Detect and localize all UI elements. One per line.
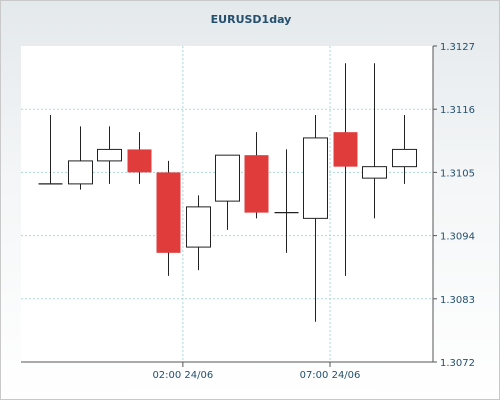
candle-body xyxy=(186,206,211,248)
candle-body xyxy=(68,160,93,185)
candle xyxy=(68,126,93,190)
candle xyxy=(274,149,299,253)
candle xyxy=(362,63,387,219)
candle xyxy=(303,114,328,322)
candle-body xyxy=(333,132,358,167)
candle-body xyxy=(392,148,417,168)
candle xyxy=(127,132,152,184)
candle-body xyxy=(127,149,152,173)
y-tick-label: 1.3083 xyxy=(440,295,475,306)
candle xyxy=(392,114,417,184)
candle xyxy=(156,160,181,276)
x-tick-label: 07:00 24/06 xyxy=(300,370,361,381)
x-tick-label: 02:00 24/06 xyxy=(152,370,213,381)
candle xyxy=(244,132,269,219)
y-tick-label: 1.3127 xyxy=(440,42,475,53)
candles xyxy=(38,63,417,322)
candle xyxy=(38,114,63,185)
candle xyxy=(97,126,122,184)
y-tick-label: 1.3072 xyxy=(440,358,475,369)
candle-body xyxy=(303,137,328,219)
candle xyxy=(186,195,211,271)
tick-labels: 1.3127 1.3116 1.3105 1.3094 1.3083 1.3072 02:0… xyxy=(152,42,475,381)
chart-title: EURUSD1day xyxy=(211,13,292,26)
candle-body xyxy=(156,172,181,253)
y-tick-label: 1.3094 xyxy=(440,232,475,243)
candle xyxy=(215,154,240,230)
candle-body xyxy=(215,154,240,202)
candle-body xyxy=(362,166,387,179)
candle xyxy=(333,63,358,276)
candle-body xyxy=(97,148,122,162)
y-tick-label: 1.3116 xyxy=(440,105,475,116)
candle-body xyxy=(244,155,269,213)
y-tick-label: 1.3105 xyxy=(440,168,475,179)
axes xyxy=(21,45,437,367)
